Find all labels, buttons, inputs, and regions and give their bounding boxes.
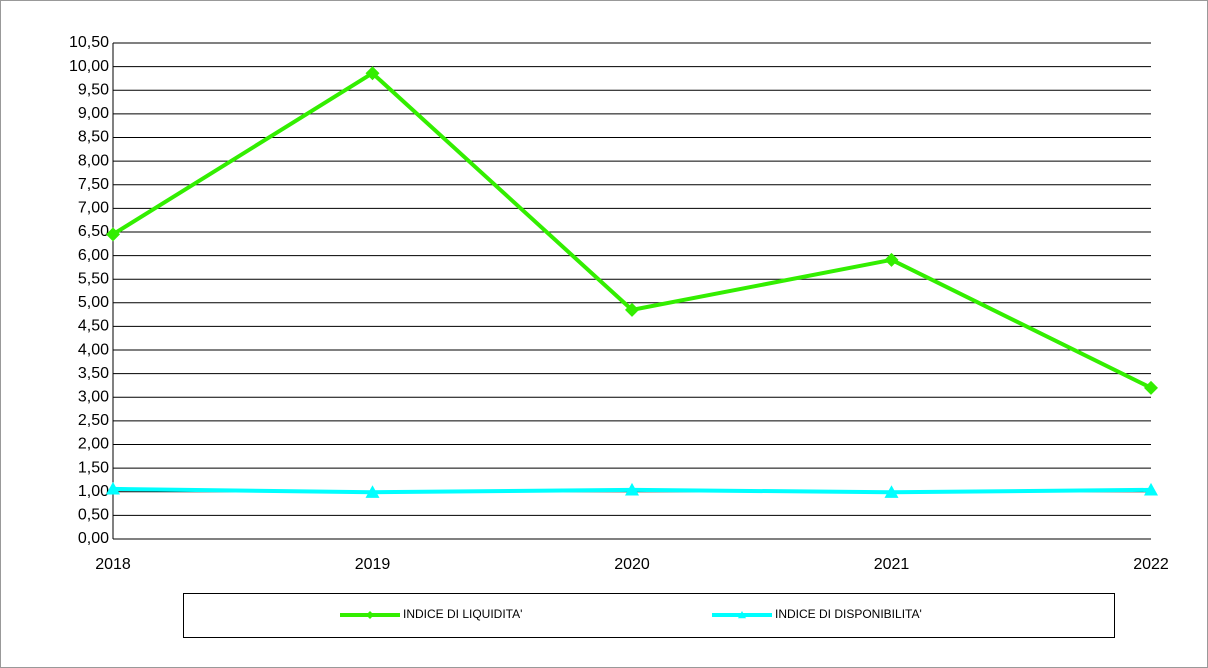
y-tick-label: 6,50 bbox=[78, 223, 109, 240]
marker bbox=[625, 482, 639, 496]
y-tick-label: 3,50 bbox=[78, 365, 109, 382]
marker bbox=[365, 66, 380, 81]
x-tick-label: 2021 bbox=[874, 556, 910, 573]
y-tick-label: 1,00 bbox=[78, 483, 109, 500]
x-tick-label: 2018 bbox=[95, 556, 131, 573]
y-tick-label: 2,50 bbox=[78, 412, 109, 429]
y-tick-label: 7,00 bbox=[78, 200, 109, 217]
legend-label: INDICE DI DISPONIBILITA' bbox=[775, 607, 922, 621]
legend-label: INDICE DI LIQUIDITA' bbox=[403, 607, 522, 621]
y-tick-label: 4,00 bbox=[78, 341, 109, 358]
y-tick-label: 1,50 bbox=[78, 459, 109, 476]
y-tick-label: 4,50 bbox=[78, 318, 109, 335]
y-tick-label: 0,00 bbox=[78, 530, 109, 547]
x-tick-label: 2022 bbox=[1133, 556, 1169, 573]
marker bbox=[106, 481, 120, 495]
marker bbox=[1144, 482, 1158, 496]
y-tick-label: 7,50 bbox=[78, 176, 109, 193]
marker bbox=[625, 302, 639, 317]
legend-marker bbox=[738, 611, 746, 619]
y-tick-label: 5,50 bbox=[78, 270, 109, 287]
marker bbox=[106, 227, 120, 242]
marker bbox=[1144, 380, 1158, 395]
y-tick-label: 10,50 bbox=[69, 34, 109, 51]
x-tick-label: 2019 bbox=[355, 556, 391, 573]
y-tick-label: 8,50 bbox=[78, 129, 109, 146]
y-tick-label: 8,00 bbox=[78, 152, 109, 169]
y-tick-label: 6,00 bbox=[78, 247, 109, 264]
y-tick-label: 9,50 bbox=[78, 81, 109, 98]
y-tick-label: 0,50 bbox=[78, 507, 109, 524]
marker bbox=[365, 485, 380, 498]
marker bbox=[884, 252, 899, 267]
y-tick-label: 3,00 bbox=[78, 389, 109, 406]
y-tick-label: 5,00 bbox=[78, 294, 109, 311]
legend-marker bbox=[366, 611, 374, 619]
y-tick-label: 2,00 bbox=[78, 436, 109, 453]
marker bbox=[884, 485, 899, 498]
x-tick-label: 2020 bbox=[614, 556, 650, 573]
legend-box bbox=[183, 593, 1115, 638]
y-tick-label: 10,00 bbox=[69, 58, 109, 75]
y-tick-label: 9,00 bbox=[78, 105, 109, 122]
